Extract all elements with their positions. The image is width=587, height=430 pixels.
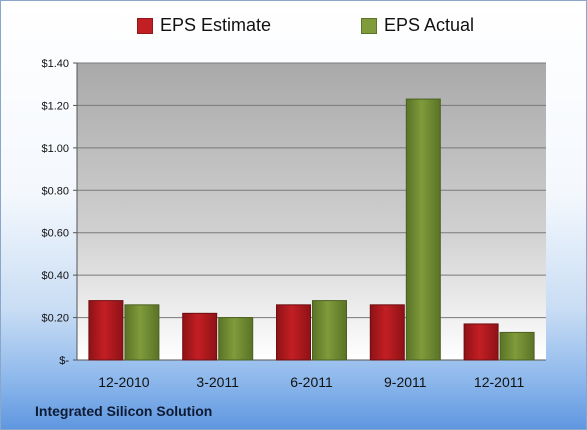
- legend: EPS Estimate EPS Actual: [1, 15, 586, 41]
- x-tick-label: 3-2011: [196, 374, 239, 390]
- x-tick-label: 12-2011: [474, 374, 525, 390]
- bar-eps-actual: [499, 331, 535, 361]
- y-tick-label: $-: [59, 355, 69, 367]
- legend-item-actual: EPS Actual: [361, 15, 474, 36]
- x-tick-label: 6-2011: [290, 374, 333, 390]
- company-name: Integrated Silicon Solution: [35, 403, 213, 419]
- bar-eps-estimate: [463, 323, 499, 361]
- bar-eps-actual: [312, 300, 347, 361]
- y-tick-label: $0.20: [41, 313, 69, 325]
- legend-label-actual: EPS Actual: [384, 15, 475, 35]
- bar-eps-actual: [405, 98, 441, 361]
- bar-eps-estimate: [369, 304, 405, 361]
- legend-swatch-actual: [361, 17, 377, 34]
- y-tick-label: $0.80: [41, 185, 69, 197]
- legend-label-estimate: EPS Estimate: [160, 15, 272, 35]
- bar-eps-estimate: [182, 312, 218, 361]
- y-tick-label: $0.60: [41, 228, 69, 240]
- y-tick-label: $0.40: [41, 270, 69, 282]
- bar-eps-actual: [218, 317, 254, 361]
- x-tick-label: 9-2011: [384, 374, 427, 390]
- bar-eps-estimate: [88, 300, 124, 361]
- x-tick-label: 12-2010: [98, 374, 150, 390]
- bar-eps-estimate: [276, 304, 311, 361]
- y-tick-label: $1.00: [41, 143, 69, 155]
- legend-item-estimate: EPS Estimate: [137, 15, 271, 36]
- legend-swatch-estimate: [137, 17, 153, 34]
- bar-eps-actual: [124, 304, 160, 361]
- y-tick-label: $1.20: [41, 100, 69, 112]
- y-tick-label: $1.40: [41, 58, 69, 70]
